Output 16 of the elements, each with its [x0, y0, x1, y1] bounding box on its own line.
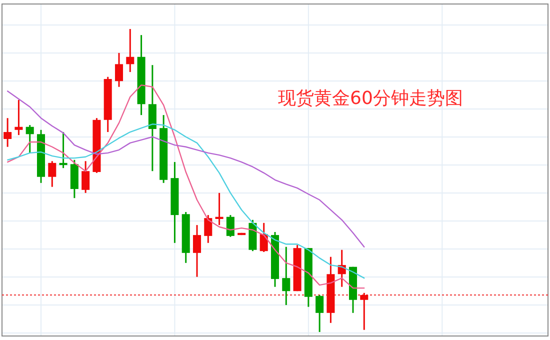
candlestick	[126, 28, 134, 73]
candlestick	[4, 117, 12, 148]
candlestick	[316, 294, 324, 333]
text: 现货黄金60分钟走势图	[278, 88, 463, 109]
candlestick	[192, 224, 202, 278]
candlestick	[59, 131, 68, 169]
candlestick	[14, 99, 23, 136]
candlestick	[82, 160, 90, 194]
candlestick	[282, 246, 290, 306]
candlestick	[226, 214, 234, 238]
candlestick	[114, 52, 124, 88]
candlestick	[360, 292, 368, 331]
candlestick	[48, 160, 56, 188]
candlestick	[26, 124, 34, 154]
candlestick	[215, 192, 224, 226]
candlestick	[204, 214, 212, 244]
